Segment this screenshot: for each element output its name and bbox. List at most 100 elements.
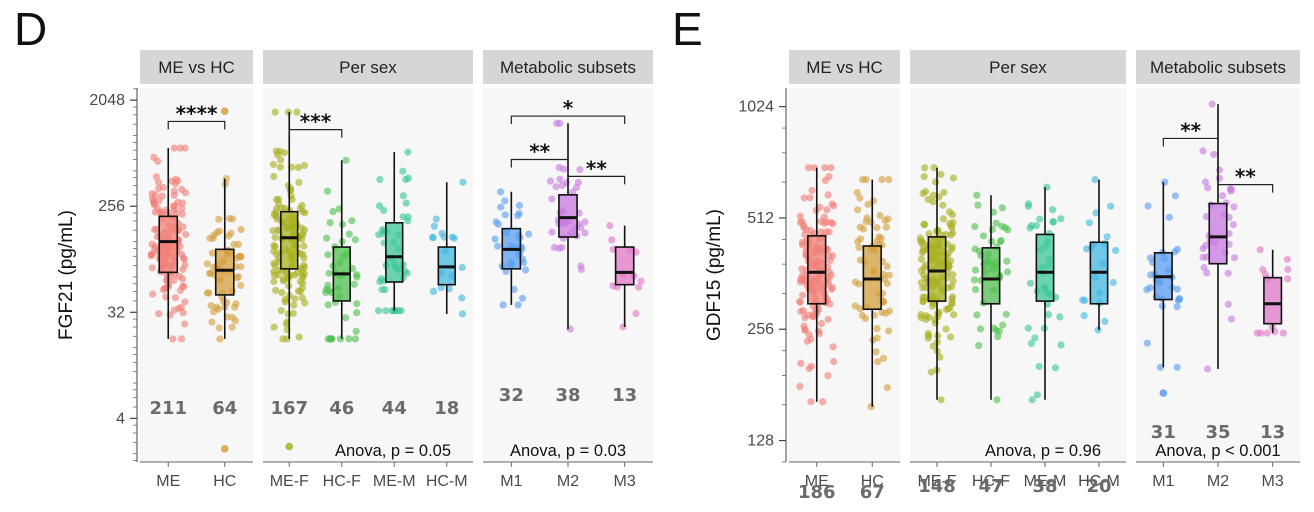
facet-2: Metabolic subsetsM132M238M313*****Anova,… — [483, 50, 653, 490]
data-point — [148, 190, 156, 198]
data-point — [180, 283, 188, 291]
data-point — [345, 335, 353, 343]
data-point — [870, 197, 878, 205]
data-point — [324, 187, 332, 195]
data-point — [1259, 266, 1267, 274]
data-point — [998, 204, 1006, 212]
x-tick-label: ME-M — [1024, 473, 1067, 490]
data-point — [181, 298, 189, 306]
data-point — [324, 301, 332, 309]
data-point — [270, 323, 278, 331]
count-label: 31 — [1151, 422, 1176, 443]
data-point — [1284, 265, 1292, 274]
data-point — [494, 242, 502, 250]
data-point — [1056, 313, 1064, 321]
anova-label: Anova, p = 0.05 — [335, 442, 451, 460]
significance-label: ** — [1180, 118, 1201, 142]
data-point — [799, 276, 807, 284]
significance-bracket — [567, 175, 626, 185]
data-point — [634, 283, 643, 291]
box — [558, 194, 578, 238]
y-tick-label: 256 — [747, 321, 774, 338]
data-point — [1227, 187, 1235, 195]
data-point — [1085, 219, 1093, 227]
data-point — [552, 183, 560, 191]
facet-strip-label: ME vs HC — [158, 58, 235, 77]
data-point — [927, 368, 935, 376]
data-point — [1200, 264, 1208, 272]
data-point — [152, 173, 160, 181]
data-point — [429, 233, 437, 241]
data-point — [1208, 100, 1216, 108]
significance-bracket — [1162, 137, 1219, 147]
significance-bracket — [510, 158, 569, 168]
data-point — [269, 160, 277, 169]
data-point — [921, 220, 929, 229]
data-point — [974, 201, 982, 209]
data-point — [1215, 174, 1224, 182]
outlier-point — [220, 445, 229, 453]
data-point — [807, 335, 815, 343]
data-point — [403, 269, 411, 277]
data-point — [556, 175, 564, 183]
significance-label: ** — [529, 139, 550, 163]
data-point — [1107, 202, 1115, 210]
data-point — [949, 174, 958, 182]
data-point — [821, 164, 829, 172]
significance-label: *** — [300, 110, 332, 134]
data-point — [1204, 184, 1212, 192]
panel-letter-d: D — [14, 3, 47, 55]
x-tick-label: ME-M — [373, 473, 416, 490]
data-point — [873, 334, 881, 342]
data-point — [158, 192, 166, 200]
data-point — [988, 237, 996, 245]
data-point — [399, 213, 407, 221]
count-label: 13 — [612, 385, 637, 406]
y-axis-label: GDF15 (pg/mL) — [704, 209, 725, 341]
data-point — [458, 294, 466, 302]
data-point — [148, 240, 156, 248]
significance-label: **** — [176, 101, 218, 125]
facet-strip — [789, 50, 900, 84]
data-point — [278, 289, 286, 297]
data-point — [322, 288, 330, 297]
data-point — [883, 262, 891, 270]
data-point — [203, 260, 211, 268]
data-point — [1230, 203, 1238, 211]
data-point — [1112, 246, 1120, 254]
data-point — [827, 164, 835, 172]
data-point — [176, 243, 184, 251]
data-point — [1079, 296, 1087, 304]
data-point — [178, 204, 186, 213]
data-point — [281, 204, 289, 213]
data-point — [152, 225, 160, 233]
x-tick-label: ME — [156, 473, 180, 490]
data-point — [497, 188, 505, 196]
data-point — [877, 234, 885, 242]
data-point — [491, 235, 499, 243]
data-point — [939, 215, 948, 223]
data-point — [930, 164, 938, 172]
data-point — [924, 195, 932, 203]
data-point — [1201, 178, 1209, 186]
data-point — [808, 186, 816, 194]
data-point — [294, 163, 302, 171]
data-point — [856, 223, 864, 231]
data-point — [921, 164, 929, 172]
data-point — [576, 166, 584, 174]
data-point — [1224, 300, 1232, 308]
data-point — [326, 219, 334, 227]
box — [1263, 276, 1283, 325]
data-point — [872, 348, 880, 356]
data-point — [163, 276, 171, 284]
data-point — [1199, 253, 1207, 261]
data-point — [147, 252, 155, 260]
data-point — [353, 300, 361, 308]
facet-strip-label: Per sex — [989, 58, 1047, 77]
data-point — [336, 335, 345, 343]
data-point — [1218, 192, 1227, 200]
data-point — [992, 327, 1001, 335]
data-point — [522, 266, 530, 274]
count-label: 32 — [499, 385, 524, 406]
